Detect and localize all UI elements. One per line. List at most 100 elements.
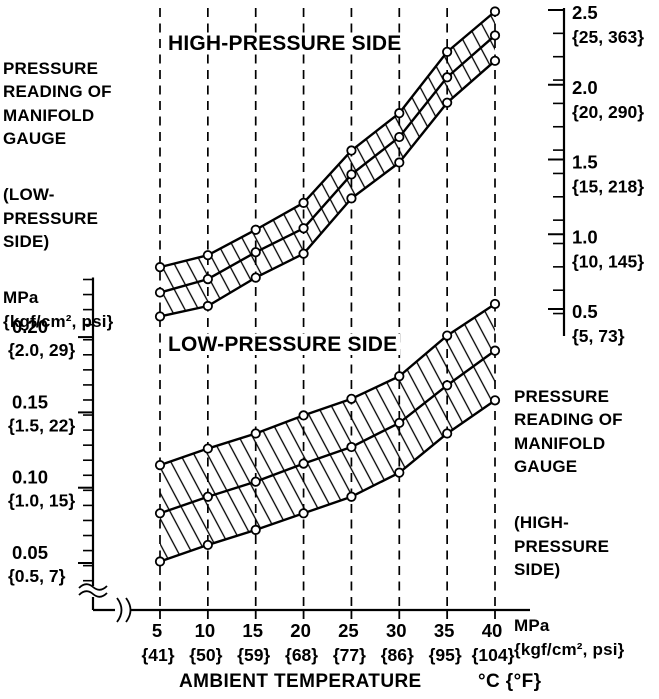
low-pressure-nominal-marker-40c (489, 345, 501, 356)
high-pressure-lower-limit-marker-20c (298, 248, 309, 259)
x-tick-sublabel-30c: {86} (381, 645, 414, 665)
left-axis-tick-label-0.15: 0.15 (12, 391, 48, 412)
right-axis-tick-sublabel-1.0: {10, 145} (572, 251, 644, 271)
high-pressure-nominal-marker-15c (250, 247, 261, 258)
high-pressure-nominal-marker-40c (489, 30, 501, 41)
low-pressure-nominal-curve (159, 349, 496, 515)
left-axis-description-side: (LOW- PRESSURE SIDE) (3, 185, 99, 251)
high-pressure-upper-limit-marker-30c (394, 108, 405, 119)
high-pressure-nominal-marker-20c (298, 223, 309, 234)
high-pressure-upper-limit-marker-15c (250, 224, 261, 235)
left-axis-tick-sublabel-0.15: {1.5, 22} (8, 415, 75, 435)
low-pressure-band-title: LOW-PRESSURE SIDE (165, 334, 401, 355)
left-axis-description: PRESSURE READING OF MANIFOLD GAUGE (LOW-… (3, 33, 153, 357)
left-axis-break-wave-0 (78, 583, 108, 591)
low-pressure-lower-limit-marker-10c (202, 539, 213, 551)
high-pressure-lower-limit-marker-25c (346, 193, 357, 204)
x-tick-label-40c: 40 (482, 620, 503, 641)
x-tick-label-10c: 10 (195, 620, 216, 641)
right-axis-tick-sublabel-1.5: {15, 218} (572, 177, 644, 197)
high-pressure-nominal-marker-35c (442, 72, 453, 83)
left-axis-break-mask (87, 586, 99, 597)
high-pressure-lower-limit-curve (159, 59, 496, 318)
high-pressure-nominal-marker-30c (394, 131, 405, 143)
low-pressure-nominal-marker-20c (298, 458, 309, 469)
x-tick-label-15c: 15 (242, 620, 263, 641)
right-axis-tick-label-1.0: 1.0 (572, 226, 598, 247)
high-pressure-upper-limit-marker-40c (489, 6, 501, 17)
low-pressure-lower-limit-marker-20c (298, 508, 309, 519)
high-pressure-lower-limit-marker-15c (250, 272, 261, 283)
high-pressure-band (160, 11, 495, 317)
low-pressure-upper-limit-marker-5c (154, 460, 166, 471)
right-axis-description-unit: MPa {kgf/cm², psi} (514, 616, 625, 659)
low-pressure-lower-limit-marker-35c (442, 428, 453, 439)
low-pressure-lower-limit-marker-25c (346, 491, 357, 502)
high-pressure-nominal-marker-10c (202, 273, 213, 285)
x-tick-label-5c: 5 (152, 620, 162, 641)
left-axis-break-wave-1 (78, 590, 108, 598)
x-axis-break-mask (115, 608, 131, 612)
low-pressure-upper-limit-marker-20c (298, 410, 309, 421)
x-tick-label-35c: 35 (434, 620, 455, 641)
low-pressure-nominal-marker-5c (154, 508, 166, 519)
right-axis-description-side: (HIGH- PRESSURE SIDE) (514, 513, 610, 579)
high-pressure-upper-limit-marker-35c (442, 46, 453, 57)
x-tick-sublabel-35c: {95} (429, 645, 462, 665)
right-axis-description-main: PRESSURE READING OF MANIFOLD GAUGE (514, 386, 623, 477)
left-axis-tick-sublabel-0.10: {1.0, 15} (8, 491, 75, 511)
high-pressure-nominal-curve (159, 34, 496, 294)
low-pressure-upper-limit-marker-25c (346, 393, 357, 404)
right-axis-description: PRESSURE READING OF MANIFOLD GAUGE (HIGH… (514, 361, 659, 685)
right-axis-tick-sublabel-2.0: {20, 290} (572, 102, 644, 122)
x-tick-label-30c: 30 (386, 620, 407, 641)
left-axis-description-unit: MPa {kgf/cm², psi} (3, 288, 114, 331)
high-pressure-upper-limit-curve (159, 10, 496, 269)
right-axis-tick-label-2.5: 2.5 (572, 2, 598, 23)
left-axis-tick-label-0.10: 0.10 (12, 467, 48, 488)
x-tick-sublabel-10c: {50} (189, 645, 222, 665)
high-pressure-lower-limit-marker-5c (154, 311, 166, 322)
left-axis-tick-label-0.05: 0.05 (12, 542, 48, 563)
low-pressure-lower-limit-marker-30c (394, 467, 405, 478)
low-pressure-lower-limit-marker-5c (154, 556, 166, 567)
low-pressure-nominal-marker-30c (394, 417, 405, 429)
x-axis-break-curve-1 (125, 597, 132, 623)
low-pressure-lower-limit-curve (159, 399, 496, 563)
low-pressure-upper-limit-curve (159, 302, 496, 467)
low-pressure-nominal-marker-35c (442, 380, 453, 391)
right-axis-tick-label-1.5: 1.5 (572, 152, 598, 173)
right-axis-tick-label-2.0: 2.0 (572, 77, 598, 98)
high-pressure-lower-limit-marker-10c (202, 300, 213, 312)
x-tick-sublabel-40c: {104} (472, 645, 515, 665)
low-pressure-lower-limit-marker-15c (250, 524, 261, 535)
x-axis-break-curve-0 (116, 597, 123, 623)
high-pressure-nominal-marker-5c (154, 287, 166, 298)
x-tick-sublabel-20c: {68} (285, 645, 318, 665)
high-pressure-lower-limit-marker-35c (442, 97, 453, 108)
left-axis-tick-sublabel-0.05: {0.5, 7} (8, 566, 66, 586)
high-pressure-band-title: HIGH-PRESSURE SIDE (165, 33, 405, 54)
low-pressure-upper-limit-marker-10c (202, 443, 213, 454)
low-pressure-lower-limit-marker-40c (489, 395, 501, 406)
high-pressure-upper-limit-marker-5c (154, 262, 166, 273)
right-axis-tick-sublabel-0.5: {5, 73} (572, 326, 625, 346)
x-tick-sublabel-5c: {41} (141, 645, 174, 665)
low-pressure-band (160, 303, 495, 562)
x-tick-sublabel-15c: {59} (237, 645, 270, 665)
high-pressure-upper-limit-marker-20c (298, 197, 309, 208)
high-pressure-lower-limit-marker-30c (394, 157, 405, 168)
x-tick-label-20c: 20 (290, 620, 311, 641)
x-axis-unit: °C {°F} (478, 671, 542, 692)
right-axis-tick-label-0.5: 0.5 (572, 301, 598, 322)
low-pressure-upper-limit-marker-30c (394, 371, 405, 382)
low-pressure-nominal-marker-25c (346, 441, 357, 453)
x-tick-label-25c: 25 (338, 620, 359, 641)
high-pressure-lower-limit-marker-40c (489, 55, 501, 66)
low-pressure-upper-limit-marker-35c (442, 330, 453, 341)
left-axis-description-main: PRESSURE READING OF MANIFOLD GAUGE (3, 58, 112, 149)
low-pressure-upper-limit-marker-40c (489, 298, 501, 310)
low-pressure-upper-limit-marker-15c (250, 428, 261, 439)
